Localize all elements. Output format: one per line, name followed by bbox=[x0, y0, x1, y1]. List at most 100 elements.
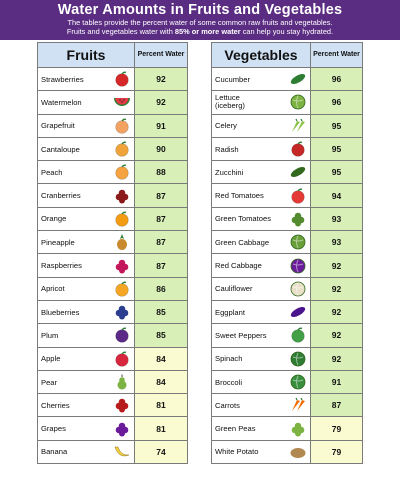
vegetable-name: Radish bbox=[215, 144, 239, 154]
fruit-name: Grapefruit bbox=[41, 121, 75, 131]
table-row: Grapefruit 91 bbox=[37, 113, 188, 138]
vegetable-name-cell: Zucchini bbox=[211, 160, 311, 185]
fruit-name: Pineapple bbox=[41, 237, 75, 247]
fruit-name: Watermelon bbox=[41, 97, 82, 107]
fruit-name-cell: Cantaloupe bbox=[37, 136, 135, 162]
fruit-percent-value: 86 bbox=[134, 276, 188, 301]
vegetable-name-cell: Green Peas bbox=[211, 416, 311, 441]
cherries-icon bbox=[113, 397, 131, 413]
fruit-name: Peach bbox=[41, 167, 63, 177]
fruit-name-cell: Watermelon bbox=[37, 90, 135, 115]
grapes-icon bbox=[113, 421, 131, 437]
fruit-name-cell: Pineapple bbox=[37, 230, 135, 255]
fruit-name: Blueberries bbox=[41, 307, 80, 317]
fruits-table: Fruits Percent Water Strawberries 92 Water… bbox=[37, 42, 188, 465]
vegetable-name-cell: Radish bbox=[211, 136, 311, 162]
subtitle-text: Fruits and vegetables water with bbox=[66, 27, 175, 36]
subtitle-text-end: can help you stay hydrated. bbox=[240, 27, 334, 36]
watermelon-icon bbox=[113, 94, 131, 110]
vegetable-name: Carrots bbox=[215, 400, 240, 410]
grapefruit-icon bbox=[113, 118, 131, 134]
pear-icon bbox=[113, 374, 131, 390]
table-row: Cherries 81 bbox=[37, 393, 188, 418]
vegetable-name-cell: Green Cabbage bbox=[211, 230, 311, 255]
vegetables-table: Vegetables Percent Water Cucumber 96 Lettu… bbox=[211, 42, 363, 465]
vegetable-name: Red Cabbage bbox=[215, 261, 262, 271]
peppers-icon bbox=[289, 327, 307, 344]
fruit-name-cell: Blueberries bbox=[37, 299, 135, 325]
fruit-name: Raspberries bbox=[41, 261, 82, 271]
fruit-name-cell: Cherries bbox=[37, 393, 135, 418]
vegetable-name-cell: Red Tomatoes bbox=[211, 183, 311, 208]
page-title: Water Amounts in Fruits and Vegetables bbox=[57, 2, 343, 18]
fruit-percent-value: 85 bbox=[134, 323, 188, 348]
fruit-percent-value: 81 bbox=[134, 416, 188, 441]
vegetable-name: Spinach bbox=[215, 354, 243, 364]
cabbage-icon bbox=[289, 234, 307, 250]
vegetable-percent-value: 92 bbox=[310, 299, 363, 325]
vegetable-percent-value: 79 bbox=[310, 439, 363, 465]
vegetables-header: Vegetables bbox=[211, 42, 311, 68]
lettuce-icon bbox=[289, 94, 307, 110]
potato-icon bbox=[289, 444, 307, 460]
subtitle-line-2: Fruits and vegetables water with 85% or … bbox=[0, 27, 400, 36]
subtitle-emphasis: 85% or more water bbox=[174, 27, 241, 36]
table-row: Watermelon 92 bbox=[37, 90, 188, 115]
cauliflower-icon bbox=[289, 281, 307, 297]
fruit-percent-value: 87 bbox=[134, 253, 188, 278]
fruit-percent-value: 87 bbox=[134, 230, 188, 255]
fruit-percent-value: 84 bbox=[134, 346, 188, 371]
table-row: Red Cabbage 92 bbox=[211, 253, 363, 278]
table-row: Peach 88 bbox=[37, 160, 188, 185]
vegetable-name-cell: Celery bbox=[211, 113, 311, 138]
fruit-name-cell: Banana bbox=[37, 439, 135, 465]
fruit-name-cell: Cranberries bbox=[37, 183, 135, 208]
cucumber-icon bbox=[289, 71, 307, 87]
spinach-icon bbox=[289, 351, 307, 367]
vegetable-name: Celery bbox=[215, 121, 237, 131]
fruit-name: Cantaloupe bbox=[41, 144, 80, 154]
table-row: Green Peas 79 bbox=[211, 416, 363, 441]
vegetable-name-cell: Sweet Peppers bbox=[211, 323, 311, 348]
plum-icon bbox=[113, 327, 131, 344]
fruit-percent-value: 74 bbox=[134, 439, 188, 465]
fruit-percent-value: 88 bbox=[134, 160, 188, 185]
vegetable-name: Zucchini bbox=[215, 167, 244, 177]
table-row: Pear 84 bbox=[37, 369, 188, 395]
radish-icon bbox=[289, 141, 307, 157]
fruit-name-cell: Grapes bbox=[37, 416, 135, 441]
strawberry-icon bbox=[113, 71, 131, 87]
orange-icon bbox=[113, 211, 131, 227]
table-row: Radish 95 bbox=[211, 136, 363, 162]
fruit-name-cell: Peach bbox=[37, 160, 135, 185]
celery-icon bbox=[289, 118, 307, 134]
fruit-percent-value: 87 bbox=[134, 206, 188, 232]
vegetable-name-cell: Lettuce (iceberg) bbox=[211, 90, 311, 115]
vegetable-percent-value: 94 bbox=[310, 183, 363, 208]
peach-icon bbox=[113, 164, 131, 180]
vegetables-percent-header: Percent Water bbox=[310, 42, 363, 68]
vegetable-percent-value: 96 bbox=[310, 90, 363, 115]
vegetable-name-cell: White Potato bbox=[211, 439, 311, 465]
table-row: Eggplant 92 bbox=[211, 299, 363, 325]
vegetable-name: Green Tomatoes bbox=[215, 214, 271, 224]
table-row: Banana 74 bbox=[37, 439, 188, 465]
table-row: Pineapple 87 bbox=[37, 230, 188, 255]
vegetable-percent-value: 95 bbox=[310, 160, 363, 185]
fruit-name: Banana bbox=[41, 447, 68, 457]
fruit-name: Cranberries bbox=[41, 191, 81, 201]
red-cabbage-icon bbox=[289, 258, 307, 274]
fruit-name: Strawberries bbox=[41, 74, 84, 84]
fruit-name-cell: Plum bbox=[37, 323, 135, 348]
fruit-percent-value: 85 bbox=[134, 299, 188, 325]
table-row: Carrots 87 bbox=[211, 393, 363, 418]
table-row: Green Tomatoes 93 bbox=[211, 206, 363, 232]
vegetable-name-cell: Carrots bbox=[211, 393, 311, 418]
vegetable-percent-value: 95 bbox=[310, 136, 363, 162]
table-row: Raspberries 87 bbox=[37, 253, 188, 278]
vegetable-percent-value: 87 bbox=[310, 393, 363, 418]
table-row: Green Cabbage 93 bbox=[211, 230, 363, 255]
vegetable-name-cell: Spinach bbox=[211, 346, 311, 371]
title-banner: Water Amounts in Fruits and Vegetables T… bbox=[0, 0, 400, 40]
broccoli-icon bbox=[289, 374, 307, 390]
